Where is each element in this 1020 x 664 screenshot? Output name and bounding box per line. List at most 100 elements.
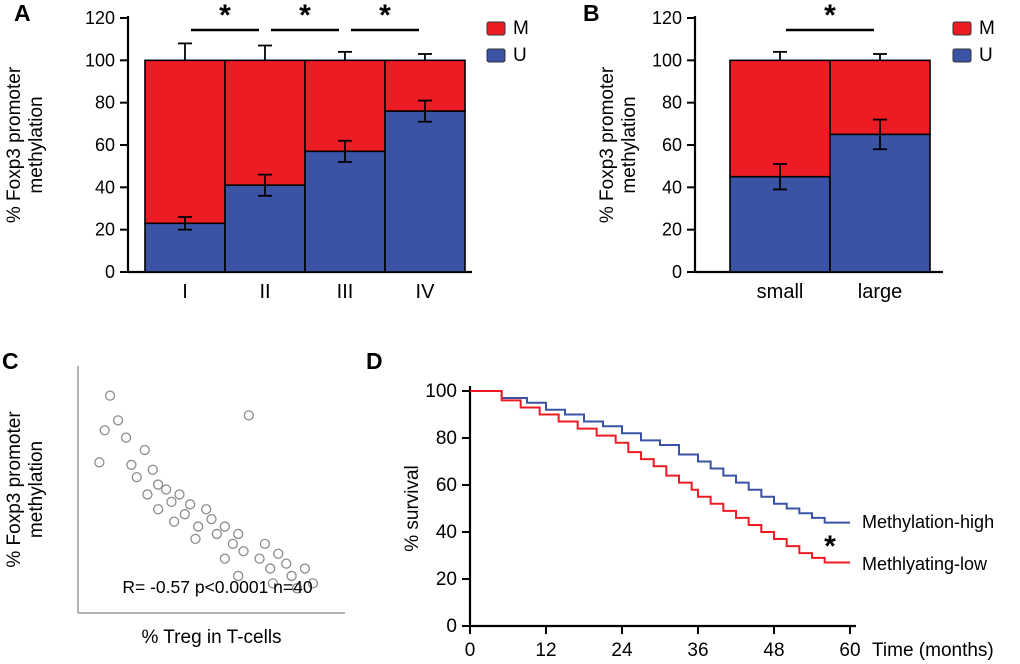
x-tick-label: 48: [763, 640, 784, 661]
scatter-point: [206, 513, 217, 525]
x-category-label: I: [182, 281, 188, 303]
x-category-label: small: [757, 281, 804, 303]
y-tick-label: 100: [85, 50, 115, 70]
scatter-point: [112, 415, 124, 426]
scatter-point: [166, 496, 177, 508]
scatter-point: [273, 548, 284, 559]
scatter-point: [201, 504, 212, 515]
scatter-point: [131, 471, 142, 483]
x-tick-label: 24: [611, 640, 633, 661]
y-tick-label: 80: [436, 428, 457, 449]
chart-d-kaplan-meier: 0 20 40 60 80 100 0 12 24 36 48 60 Time (months) % su…: [402, 381, 994, 661]
y-tick-label: 0: [105, 262, 115, 282]
bar-segment-U-I: [144, 222, 226, 273]
panel-c-letter: C: [2, 348, 19, 374]
scatter-point: [259, 538, 271, 549]
chart-c-scatter: R= -0.57 p<0.0001 n=40 % Treg in T-cells%…: [4, 366, 345, 648]
km-curve-high: [470, 390, 850, 524]
scatter-point: [99, 425, 110, 436]
scatter-point: [126, 459, 137, 470]
panel-c-scatter-correlation: C R= -0.57 p<0.0001 n=40 % Treg in T-cell…: [0, 334, 362, 664]
scatter-point: [307, 578, 319, 589]
y-tick-label: 20: [662, 220, 682, 240]
legend-label: M: [513, 18, 529, 39]
x-axis-label: % Treg in T-cells: [141, 627, 281, 648]
x-category-label: III: [337, 281, 354, 303]
scatter-point: [190, 533, 201, 545]
chart-b-stacked-bar: 0 20 40 60 80 100 120 % Foxp3 promoter methylati…: [597, 0, 995, 303]
km-curve-low: [470, 390, 850, 564]
scatter-point: [291, 583, 303, 594]
significance-asterisk: *: [824, 530, 836, 563]
y-tick-label: 80: [95, 93, 115, 113]
y-axis-label: methylation: [26, 441, 47, 538]
scatter-point: [142, 489, 153, 500]
scatter-point: [104, 390, 116, 401]
x-tick-label: 60: [839, 640, 860, 661]
scatter-point: [192, 521, 204, 532]
scatter-point: [233, 570, 244, 582]
scatter-point: [94, 457, 105, 468]
bar-segment-M-small: [729, 59, 831, 178]
curve-label: Methlyating-low: [862, 554, 988, 574]
y-tick-label: 0: [446, 616, 457, 637]
bar-segment-M-I: [144, 59, 226, 225]
y-tick-label: 120: [85, 8, 115, 28]
y-axis-label: methylation: [26, 96, 47, 193]
y-tick-label: 40: [662, 177, 682, 197]
y-tick-label: 40: [436, 522, 457, 543]
panel-d-survival-curves: D 0 20 40 60 80 100 0 12 24 36 48 60 Time (months) % …: [362, 334, 1020, 664]
scatter-point: [286, 570, 297, 582]
scatter-point: [211, 528, 222, 540]
y-tick-label: 20: [95, 220, 115, 240]
legend-swatch-M: [952, 21, 972, 36]
scatter-point: [219, 521, 231, 532]
panel-d-letter: D: [366, 348, 383, 374]
chart-a-stacked-bar: 0 20 40 60 80 100 120 % Foxp3 promoter methylati…: [4, 0, 529, 303]
y-tick-label: 60: [662, 135, 682, 155]
scatter-point: [254, 553, 265, 564]
y-tick-label: 100: [425, 381, 457, 402]
legend-swatch-U: [952, 48, 972, 63]
bar-segment-U-large: [829, 133, 931, 273]
y-axis-label: % Foxp3 promoter: [597, 66, 618, 223]
bar-segment-U-II: [224, 184, 306, 273]
scatter-point: [281, 558, 292, 569]
significance-asterisk: *: [824, 0, 836, 32]
scatter-point: [243, 410, 255, 421]
y-tick-label: 80: [662, 93, 682, 113]
panel-b-letter: B: [583, 0, 600, 26]
scatter-point: [152, 504, 164, 515]
scatter-point: [139, 444, 150, 456]
legend-label: M: [979, 18, 995, 39]
panel-b-stacked-bar-by-size: B 0 20 40 60 80 100 120 % Foxp3 promoter methyla…: [555, 0, 1020, 332]
scatter-point: [160, 484, 172, 495]
y-axis-label: % Foxp3 promoter: [4, 411, 25, 568]
panel-a-stacked-bar-by-stage: A 0 20 40 60 80 100 120 % Foxp3 promoter methyla…: [0, 0, 555, 332]
legend-label: U: [979, 45, 993, 66]
correlation-stats: R= -0.57 p<0.0001 n=40: [122, 577, 312, 597]
x-category-label: II: [259, 281, 270, 303]
y-tick-label: 40: [95, 177, 115, 197]
y-axis-label: % Foxp3 promoter: [4, 66, 25, 223]
bar-segment-M-II: [224, 59, 306, 187]
scatter-point: [179, 509, 190, 520]
scatter-point: [238, 546, 249, 557]
bar-segment-U-IV: [384, 110, 466, 273]
scatter-point: [120, 432, 132, 443]
significance-asterisk: *: [379, 0, 391, 32]
scatter-point: [184, 499, 196, 510]
scatter-point: [265, 563, 276, 574]
panel-a-letter: A: [14, 0, 31, 26]
scatter-point: [174, 489, 185, 500]
y-tick-label: 20: [436, 569, 457, 590]
x-axis-label: Time (months): [872, 640, 994, 661]
scatter-point: [233, 528, 244, 540]
bar-segment-U-small: [729, 175, 831, 273]
bar-segment-M-III: [304, 59, 386, 153]
y-tick-label: 100: [652, 50, 682, 70]
scatter-point: [168, 516, 180, 527]
y-tick-label: 60: [436, 475, 457, 496]
y-tick-label: 0: [672, 262, 682, 282]
